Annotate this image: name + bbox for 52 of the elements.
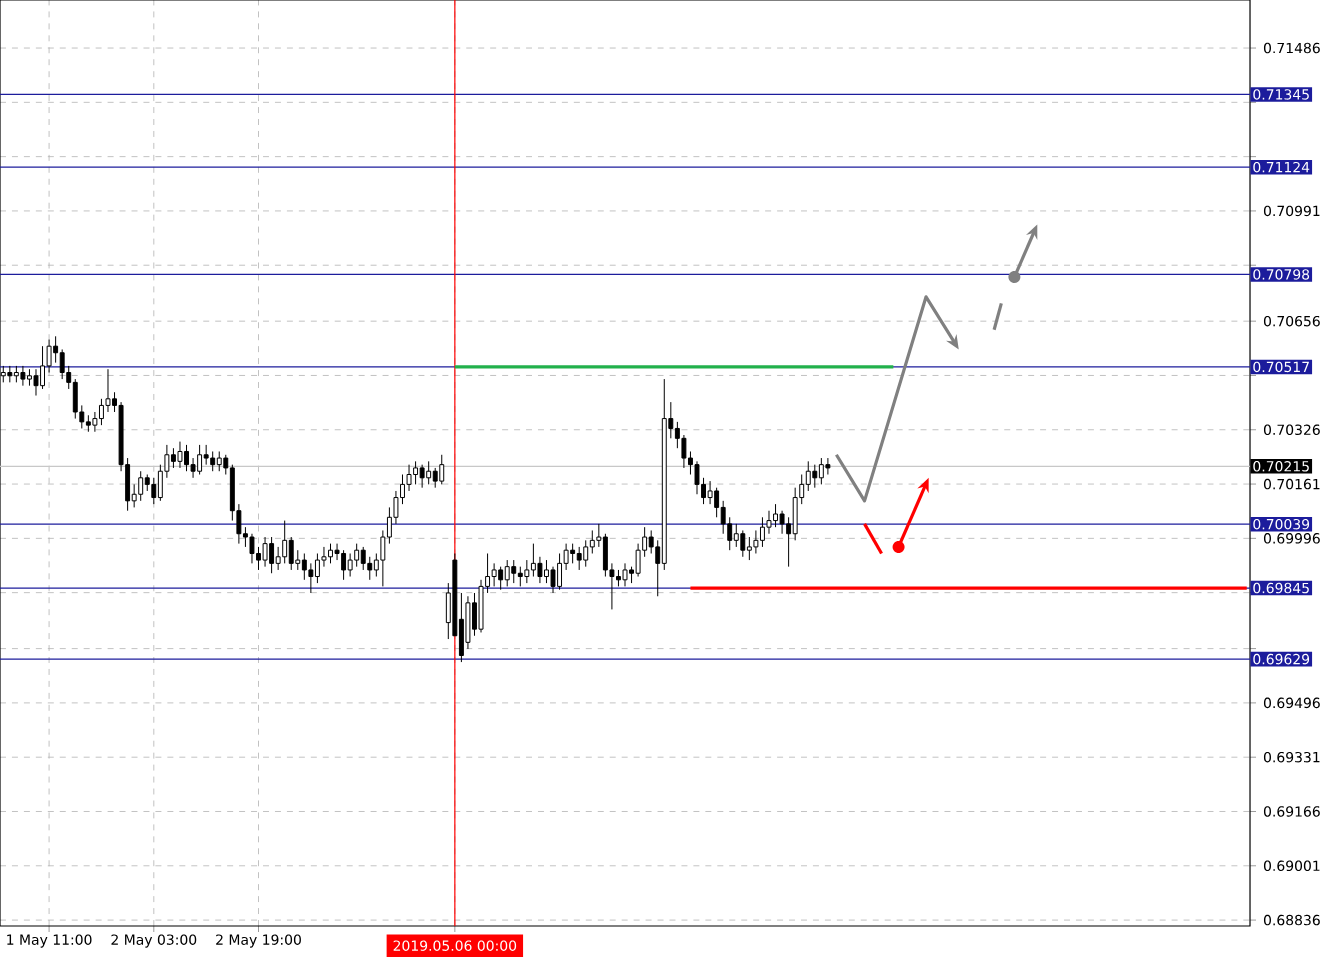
- candlestick: [550, 566, 556, 594]
- candlestick: [249, 533, 255, 564]
- candlestick: [262, 536, 268, 568]
- candlestick: [812, 464, 818, 489]
- candlestick: [328, 543, 333, 564]
- candlestick: [825, 457, 831, 476]
- candlestick: [40, 345, 45, 390]
- candlestick: [203, 444, 209, 466]
- candlestick: [707, 480, 713, 505]
- candlestick: [341, 549, 347, 581]
- candlestick: [20, 365, 26, 387]
- candlestick: [557, 552, 563, 591]
- candlestick: [33, 368, 39, 397]
- candlestick: [413, 460, 419, 485]
- candlestick: [504, 559, 510, 587]
- candlestick: [498, 566, 504, 591]
- candlestick: [216, 450, 222, 472]
- candlestick: [432, 467, 438, 489]
- candlestick: [282, 520, 288, 564]
- candlestick: [151, 477, 157, 505]
- candlestick: [805, 460, 811, 492]
- candlestick: [170, 447, 176, 469]
- candlestick: [733, 523, 739, 548]
- candlestick: [419, 464, 425, 489]
- candlestick: [426, 460, 432, 485]
- candlestick: [622, 562, 628, 587]
- candlestick: [72, 378, 78, 420]
- candlestick: [740, 529, 746, 558]
- candlestick: [184, 444, 189, 472]
- candlestick: [759, 516, 765, 548]
- candlestick: [177, 441, 183, 469]
- candlestick: [524, 559, 530, 584]
- candlestick: [511, 559, 517, 584]
- candlestick: [269, 536, 275, 574]
- candlestick: [746, 536, 752, 561]
- candlestick: [288, 536, 294, 571]
- candlestick: [773, 503, 778, 528]
- candlestick: [544, 559, 549, 584]
- candlestick: [818, 457, 824, 485]
- candlestick: [530, 543, 536, 578]
- candlestick: [439, 454, 445, 485]
- candlestick: [197, 444, 203, 476]
- candlestick: [138, 470, 144, 502]
- candlestick: [570, 543, 576, 564]
- candlestick: [347, 552, 353, 578]
- candlestick: [583, 539, 589, 568]
- candlestick: [210, 450, 216, 472]
- candlestick: [576, 546, 582, 571]
- candlestick: [714, 487, 720, 518]
- candlestick: [517, 566, 523, 587]
- candlestick: [589, 529, 595, 554]
- candlestick: [472, 592, 477, 637]
